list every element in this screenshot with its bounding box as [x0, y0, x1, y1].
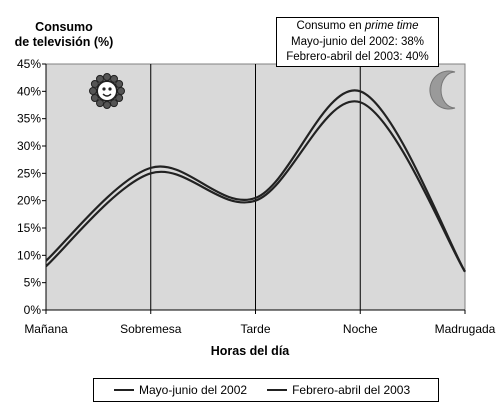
y-tick-label: 30% [17, 139, 41, 153]
sun-icon-ray [115, 94, 124, 102]
series-line-2 [45, 89, 466, 273]
legend-swatch-2002 [114, 389, 134, 391]
y-axis-title-line2: de televisión (%) [14, 35, 114, 49]
legend-label-2003: Febrero-abril del 2003 [292, 383, 411, 397]
y-axis-title-line1: Consumo [35, 20, 93, 34]
y-tick-label: 5% [24, 276, 42, 290]
sun-icon-ray [115, 80, 124, 88]
y-tick-label: 45% [17, 57, 41, 71]
prime-time-annotation: Consumo en prime time Mayo-junio del 200… [276, 17, 439, 67]
x-tick-label: Sobremesa [120, 322, 182, 336]
legend-item-2003: Febrero-abril del 2003 [247, 383, 410, 397]
sun-icon-ray [117, 87, 125, 95]
sun-icon-mouth [102, 93, 112, 97]
sun-icon-ray [96, 99, 104, 108]
y-tick-label: 25% [17, 166, 41, 180]
legend-label-2002: Mayo-junio del 2002 [139, 383, 248, 397]
y-tick-label: 15% [17, 221, 41, 235]
sun-icon-ray [110, 74, 118, 83]
x-tick-label: Tarde [240, 322, 270, 336]
moon-icon [429, 70, 456, 110]
annotation-title: Consumo en prime time [277, 19, 438, 35]
legend-item-2002: Mayo-junio del 2002 [94, 383, 247, 397]
annotation-title-italic: prime time [364, 20, 419, 32]
x-tick-label: Madrugada [435, 322, 496, 336]
sun-icon-eye [102, 87, 106, 91]
series-line-1 [45, 100, 466, 273]
y-tick-label: 40% [17, 84, 41, 98]
annotation-line-2003: Febrero-abril del 2003: 40% [286, 51, 429, 63]
legend-swatch-2003 [267, 389, 288, 391]
y-tick-label: 20% [17, 194, 41, 208]
sun-icon-ray [89, 87, 97, 95]
sun-icon-ray [103, 73, 111, 81]
legend: Mayo-junio del 2002 Febrero-abril del 20… [93, 378, 439, 402]
annotation-title-prefix: Consumo en [296, 20, 365, 32]
x-tick-label: Mañana [24, 322, 68, 336]
y-axis-title: Consumo de televisión (%) [4, 20, 124, 50]
sun-icon-ray [103, 101, 111, 109]
y-tick-label: 35% [17, 112, 41, 126]
sun-icon [96, 80, 118, 102]
y-tick-label: 10% [17, 248, 41, 262]
x-axis-title: Horas del día [210, 344, 290, 358]
annotation-line-2002: Mayo-junio del 2002: 38% [291, 35, 424, 48]
x-tick-label: Noche [343, 322, 378, 336]
sun-icon-eye [108, 87, 112, 91]
y-tick-label: 0% [24, 303, 42, 317]
sun-icon-ray [90, 80, 99, 88]
